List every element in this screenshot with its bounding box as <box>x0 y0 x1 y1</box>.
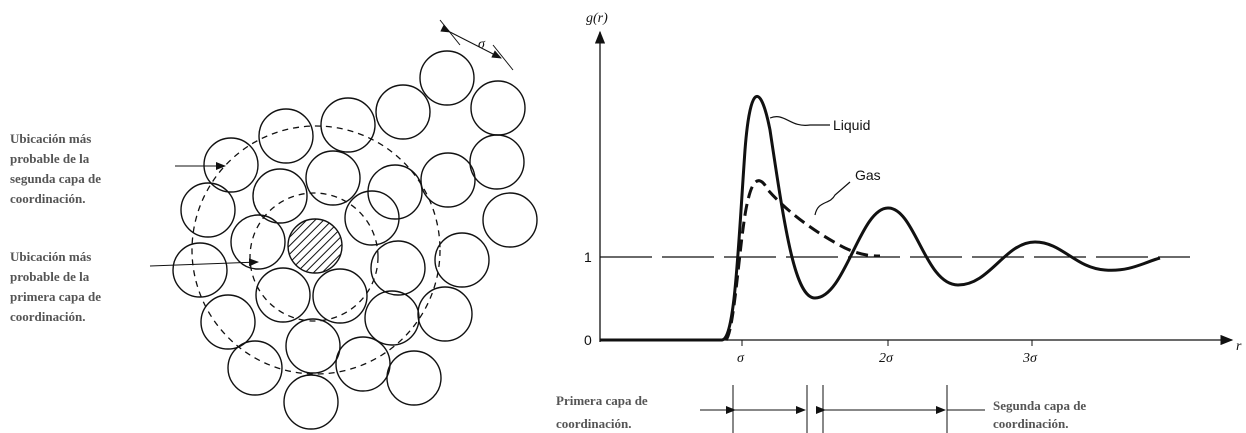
label-line: coordinación. <box>993 416 1068 431</box>
label-line: segunda capa de <box>10 171 101 186</box>
spacing-label: σ <box>478 37 486 52</box>
x-tick-label: σ <box>737 351 745 366</box>
label-line: Primera capa de <box>556 393 648 408</box>
x-tick-label: 2σ <box>879 351 894 366</box>
label-line: Ubicación más <box>10 249 91 264</box>
x-axis-label: r <box>1236 339 1242 354</box>
y-axis-label: g(r) <box>586 11 608 26</box>
particle-packing <box>149 19 538 430</box>
second-shell-label: Ubicación más probable de la segunda cap… <box>10 131 101 206</box>
rdf-plot <box>594 30 1234 433</box>
label-line: Segunda capa de <box>993 398 1086 413</box>
y-tick-label: 1 <box>584 249 592 265</box>
label-line: probable de la <box>10 269 90 284</box>
label-line: primera capa de <box>10 289 101 304</box>
y-tick-label: 0 <box>584 332 592 348</box>
label-line: Ubicación más <box>10 131 91 146</box>
label-line: coordinación. <box>10 191 85 206</box>
curve-label: Liquid <box>833 117 870 133</box>
label-line: probable de la <box>10 151 90 166</box>
label-line: coordinación. <box>10 309 85 324</box>
first-shell-label: Ubicación más probable de la primera cap… <box>10 249 101 324</box>
label-line: coordinación. <box>556 416 631 431</box>
x-tick-label: 3σ <box>1022 351 1038 366</box>
curve-label: Gas <box>855 167 881 183</box>
